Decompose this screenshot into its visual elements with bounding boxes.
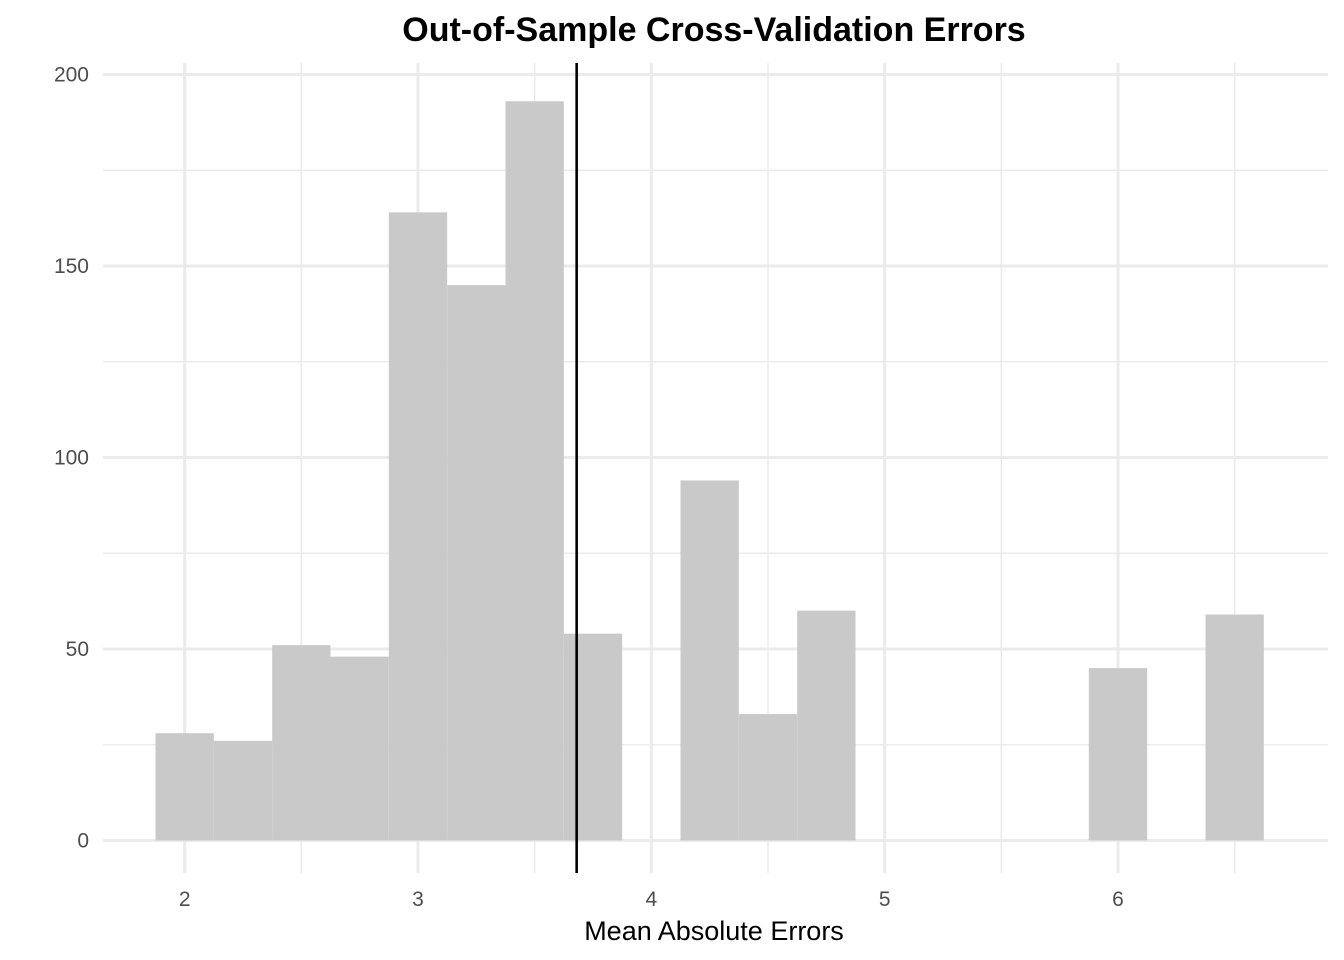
y-tick-label: 200	[54, 63, 89, 86]
x-tick-label: 3	[412, 888, 424, 911]
x-tick-label: 2	[179, 888, 191, 911]
histogram-bar	[330, 656, 389, 841]
histogram-bar	[680, 480, 739, 841]
histogram-bar	[155, 733, 214, 841]
x-axis-tick-labels: 2 3 4 5 6	[179, 888, 1124, 911]
y-tick-label: 100	[54, 446, 89, 469]
x-tick-label: 5	[879, 888, 891, 911]
chart-title: Out-of-Sample Cross-Validation Errors	[402, 11, 1025, 49]
histogram-bar	[738, 714, 798, 841]
histogram-bars	[155, 101, 1264, 841]
histogram-bar	[272, 645, 331, 841]
histogram-bar	[505, 101, 564, 841]
x-tick-label: 4	[645, 888, 657, 911]
histogram-bar	[388, 212, 448, 841]
y-tick-label: 50	[66, 638, 89, 661]
histogram-bar	[563, 633, 623, 841]
histogram-bar	[1088, 668, 1148, 841]
histogram-bar	[797, 610, 856, 841]
histogram-bar	[213, 740, 273, 841]
x-axis-title: Mean Absolute Errors	[584, 916, 844, 946]
histogram-bar	[447, 285, 506, 841]
y-tick-label: 0	[77, 829, 89, 852]
histogram-bar	[1205, 614, 1264, 841]
x-tick-label: 6	[1112, 888, 1124, 911]
y-tick-label: 150	[54, 255, 89, 278]
y-axis-tick-labels: 0 50 100 150 200	[54, 63, 89, 852]
